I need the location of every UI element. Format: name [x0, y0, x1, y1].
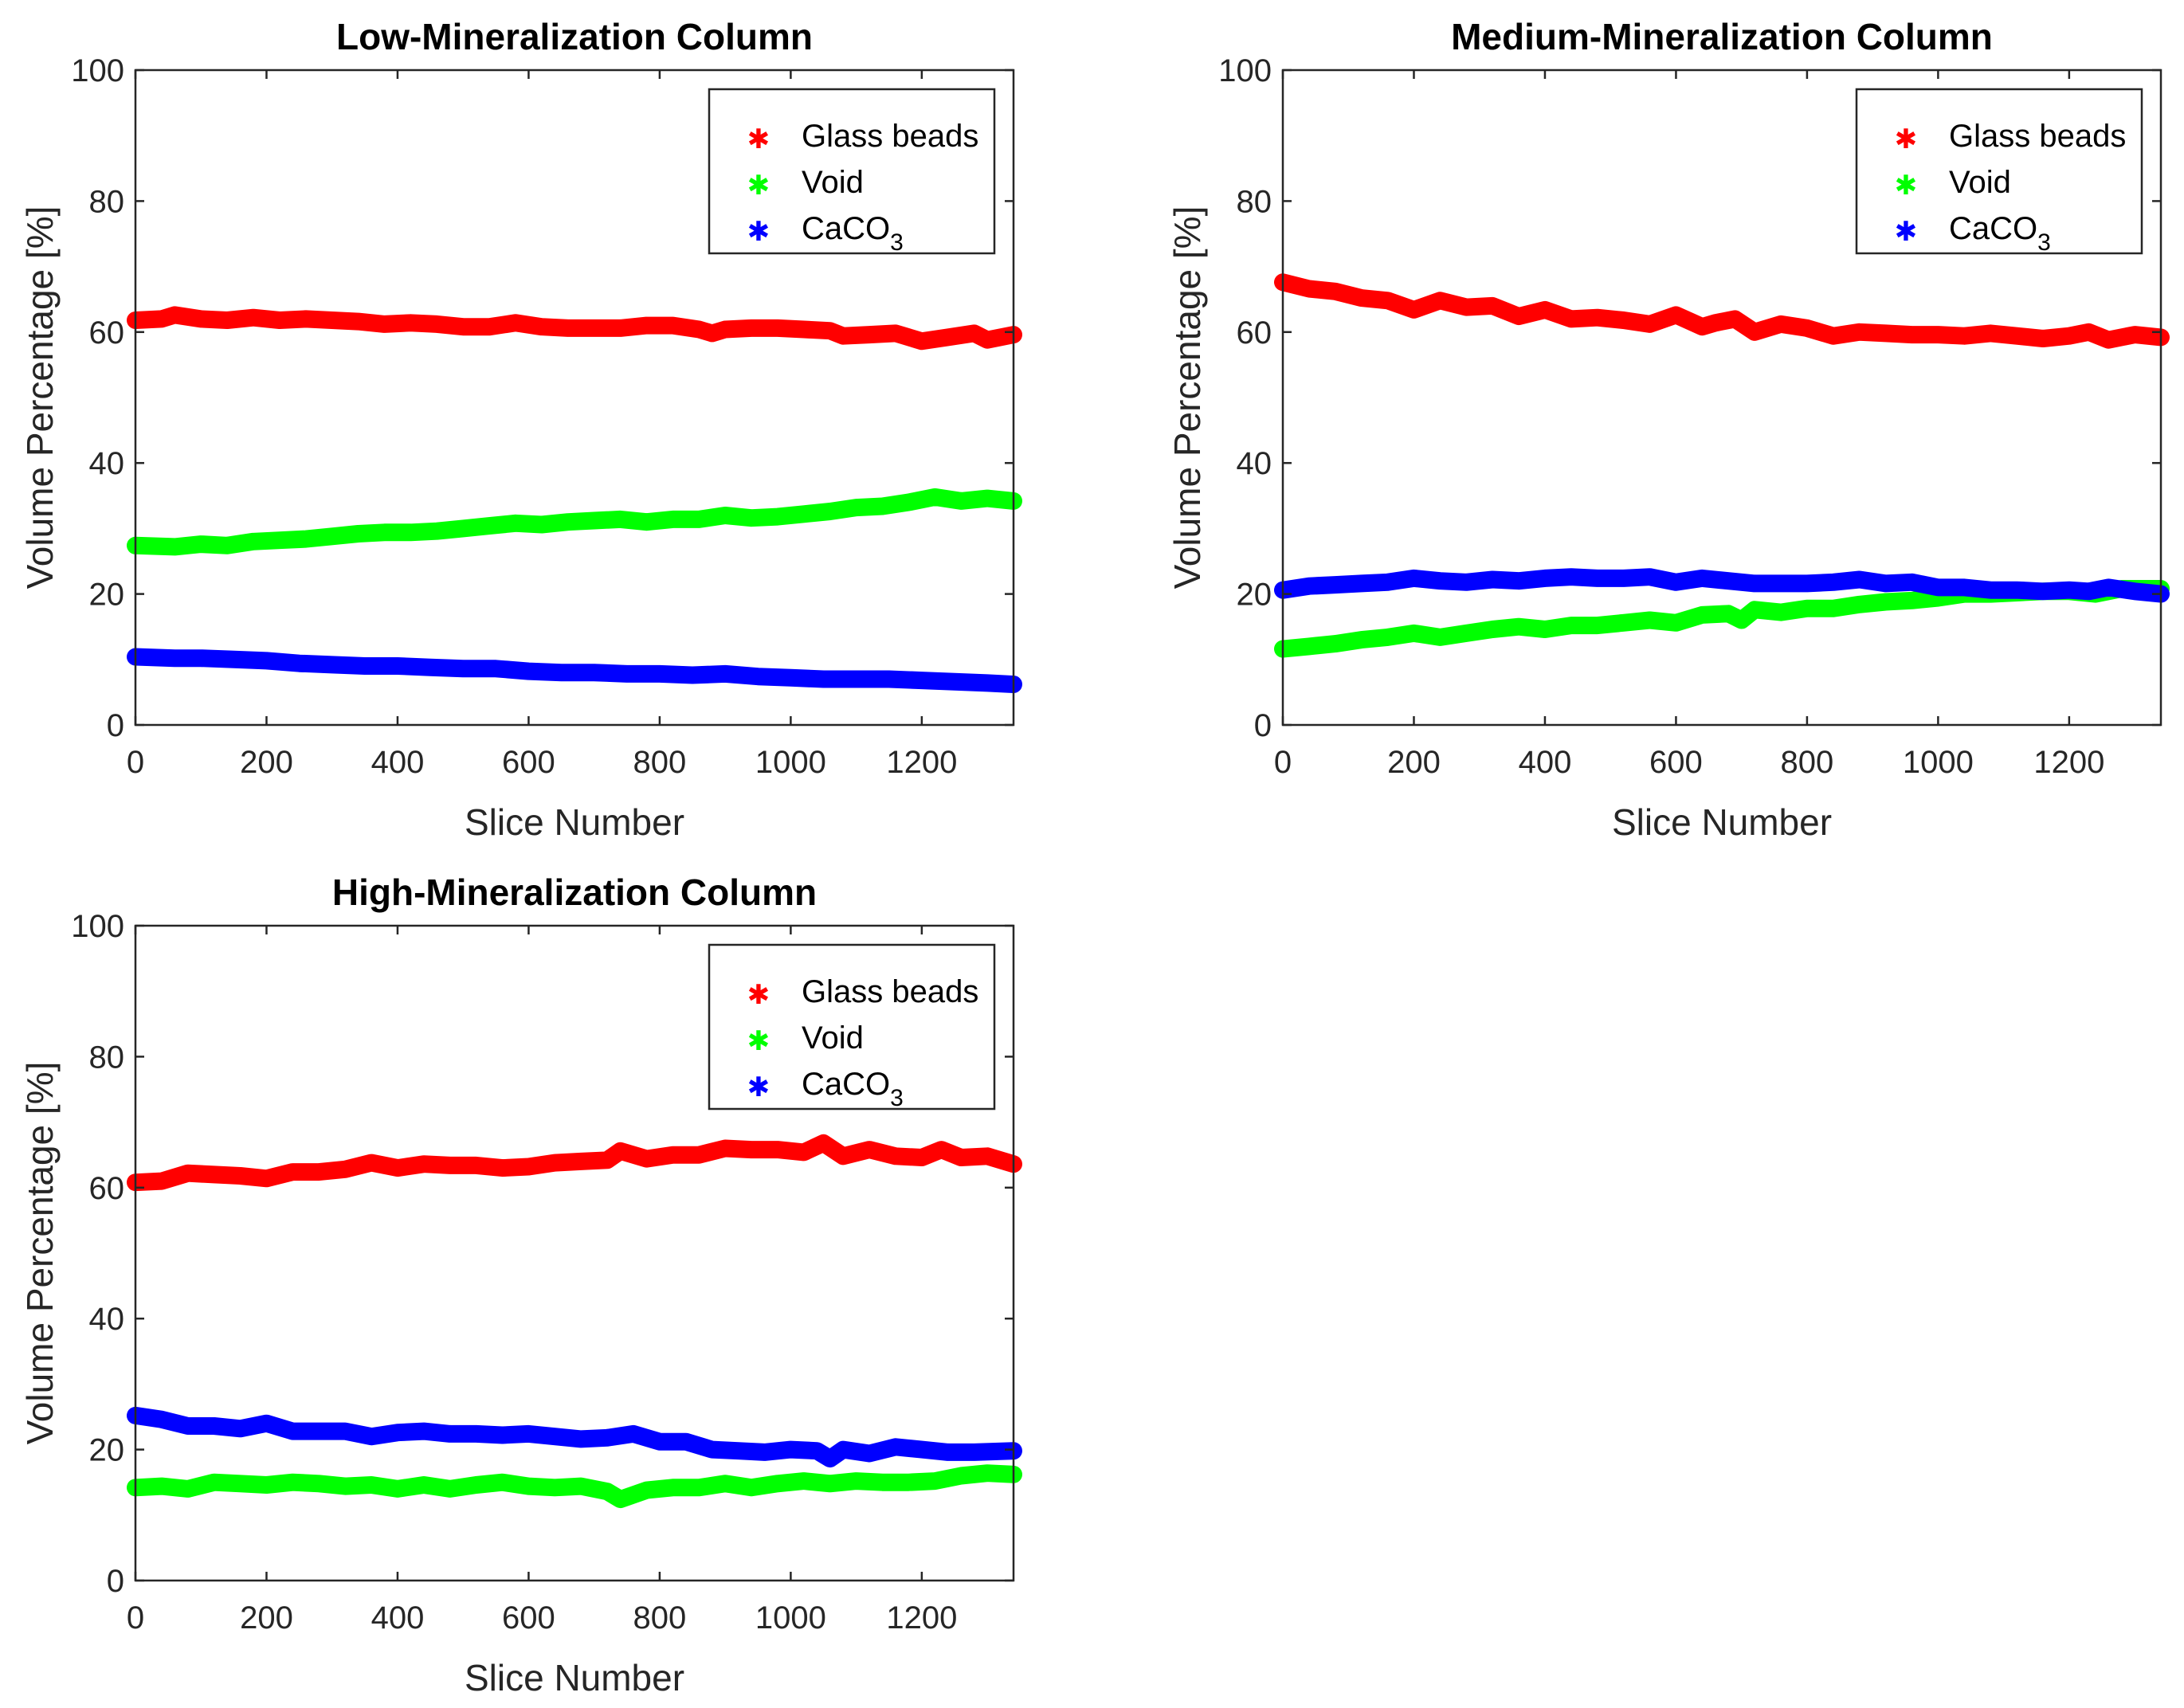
x-tick-label: 1200 — [2033, 745, 2104, 780]
x-tick-label: 800 — [633, 1600, 687, 1636]
chart-title: Low-Mineralization Column — [336, 16, 813, 57]
y-tick-label: 80 — [1237, 184, 1272, 219]
series-glass-beads — [1274, 273, 2170, 349]
x-tick-label: 0 — [127, 745, 144, 780]
y-tick-label: 0 — [107, 708, 124, 743]
y-tick-label: 80 — [89, 1040, 125, 1075]
x-tick-label: 600 — [1649, 745, 1703, 780]
y-tick-label: 20 — [89, 1433, 125, 1468]
legend-marker-glass-beads: ✱ — [747, 979, 770, 1011]
y-tick-label: 60 — [89, 1171, 125, 1206]
y-tick-label: 40 — [89, 1302, 125, 1337]
legend: ✱ Glass beads ✱ Void ✱ CaCO3 — [1855, 88, 2143, 256]
legend-box — [1855, 88, 2143, 255]
x-tick-label: 0 — [1274, 745, 1292, 780]
y-tick-label: 20 — [89, 578, 125, 613]
x-tick-label: 600 — [502, 1600, 555, 1636]
legend-label-glass-beads: Glass beads — [802, 119, 978, 154]
legend-label-glass-beads: Glass beads — [1949, 119, 2126, 154]
y-tick-label: 80 — [89, 184, 125, 219]
legend-marker-caco3: ✱ — [747, 216, 770, 248]
x-axis-label: Slice Number — [465, 1657, 684, 1698]
y-axis-label: Volume Percentage [%] — [19, 1062, 61, 1445]
legend-marker-void: ✱ — [1895, 170, 1918, 202]
plot-area — [1281, 69, 2162, 727]
x-tick-label: 0 — [127, 1600, 144, 1636]
y-tick-label: 100 — [1218, 53, 1272, 88]
y-tick-label: 0 — [1254, 708, 1272, 743]
x-axis-label: Slice Number — [465, 801, 684, 843]
x-tick-label: 1200 — [886, 1600, 957, 1636]
series-caco3 — [127, 648, 1022, 693]
x-tick-label: 200 — [240, 1600, 293, 1636]
plot-area — [134, 924, 1015, 1582]
chart-title: Medium-Mineralization Column — [1451, 16, 1993, 57]
legend-label-caco3: CaCO3 — [802, 211, 904, 256]
y-tick-label: 100 — [71, 909, 124, 944]
y-tick-label: 100 — [71, 53, 124, 88]
x-tick-label: 1000 — [755, 1600, 826, 1636]
x-tick-label: 400 — [371, 745, 425, 780]
legend-marker-void: ✱ — [747, 170, 770, 202]
series-caco3 — [1274, 568, 2170, 603]
legend-label-caco3: CaCO3 — [1949, 211, 2051, 256]
y-axis-label: Volume Percentage [%] — [1166, 206, 1208, 590]
legend-marker-glass-beads: ✱ — [747, 123, 770, 155]
y-axis-label: Volume Percentage [%] — [19, 206, 61, 590]
y-tick-label: 0 — [107, 1564, 124, 1599]
x-tick-label: 800 — [1781, 745, 1834, 780]
series-void — [127, 1464, 1022, 1509]
x-tick-label: 600 — [502, 745, 555, 780]
series-caco3 — [127, 1406, 1022, 1468]
y-tick-label: 40 — [1237, 446, 1272, 481]
x-tick-label: 1000 — [755, 745, 826, 780]
x-tick-label: 200 — [1387, 745, 1441, 780]
x-tick-label: 400 — [371, 1600, 425, 1636]
y-tick-label: 40 — [89, 446, 125, 481]
legend-marker-glass-beads: ✱ — [1895, 123, 1918, 155]
series-glass-beads — [127, 1134, 1022, 1192]
series-glass-beads — [127, 306, 1022, 351]
y-tick-label: 60 — [1237, 315, 1272, 351]
legend-marker-void: ✱ — [747, 1025, 770, 1057]
x-axis-label: Slice Number — [1612, 801, 1832, 843]
series-void — [127, 488, 1022, 556]
plot-area — [134, 69, 1015, 727]
legend-label-caco3: CaCO3 — [802, 1067, 904, 1111]
x-tick-label: 200 — [240, 745, 293, 780]
x-tick-label: 400 — [1519, 745, 1572, 780]
y-tick-label: 20 — [1237, 578, 1272, 613]
legend-label-void: Void — [802, 165, 864, 200]
legend-label-glass-beads: Glass beads — [802, 974, 978, 1009]
x-tick-label: 1000 — [1903, 745, 1974, 780]
chart-title: High-Mineralization Column — [332, 872, 817, 913]
legend-marker-caco3: ✱ — [1895, 216, 1918, 248]
x-tick-label: 1200 — [886, 745, 957, 780]
legend-box — [708, 88, 996, 255]
legend: ✱ Glass beads ✱ Void ✱ CaCO3 — [708, 943, 996, 1111]
legend: ✱ Glass beads ✱ Void ✱ CaCO3 — [708, 88, 996, 256]
y-tick-label: 60 — [89, 315, 125, 351]
legend-label-void: Void — [802, 1020, 864, 1056]
x-tick-label: 800 — [633, 745, 687, 780]
legend-box — [708, 943, 996, 1111]
legend-marker-caco3: ✱ — [747, 1071, 770, 1103]
legend-label-void: Void — [1949, 165, 2011, 200]
